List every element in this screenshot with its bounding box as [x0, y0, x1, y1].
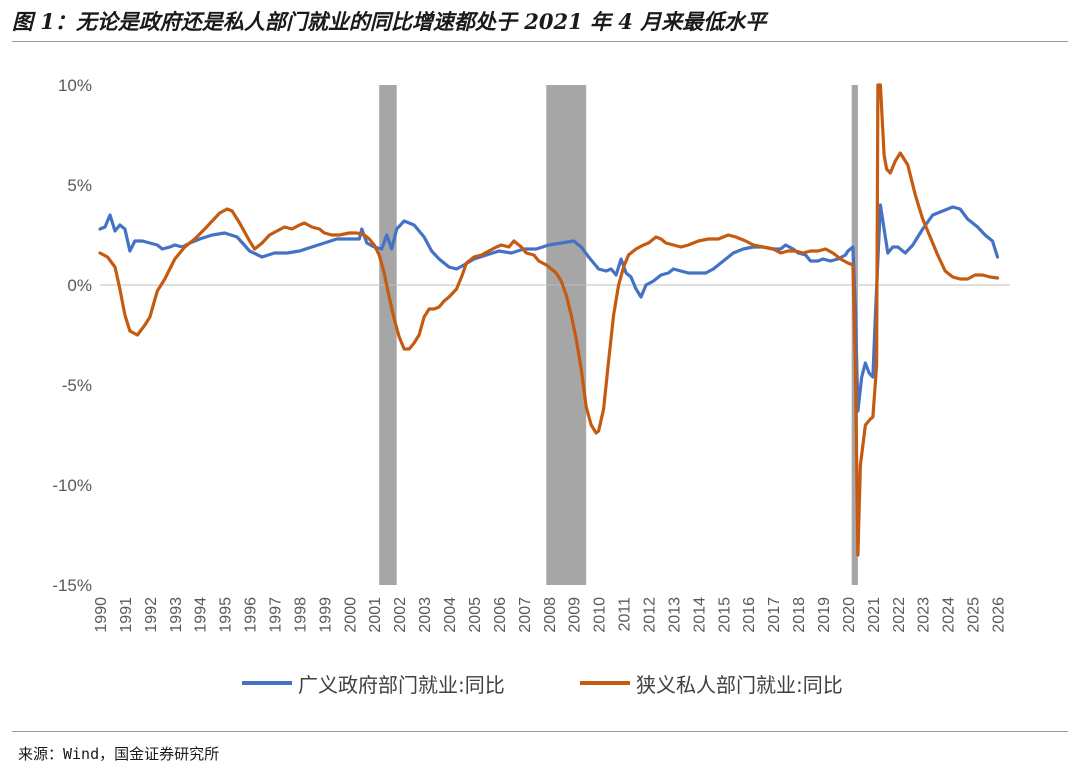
- x-tick-label: 2005: [467, 597, 484, 633]
- x-tick-label: 2015: [716, 597, 733, 633]
- source-note: 来源：Wind，国金证券研究所: [18, 745, 220, 763]
- recession-band-1: [546, 85, 587, 585]
- x-tick-label: 2011: [617, 597, 634, 632]
- x-tick-label: 1993: [168, 597, 185, 633]
- series-line-0: [98, 203, 1000, 413]
- x-tick-label: 1995: [218, 597, 235, 633]
- figure-title: 图 1：无论是政府还是私人部门就业的同比增速都处于 2021 年 4 月来最低水…: [12, 9, 767, 34]
- x-tick-label: 1994: [193, 597, 210, 633]
- legend-label-government: 广义政府部门就业:同比: [298, 672, 505, 697]
- x-tick-label: 2024: [941, 597, 958, 633]
- x-tick-label: 2022: [891, 597, 908, 633]
- x-tick-label: 2019: [816, 597, 833, 633]
- legend-label-private: 狭义私人部门就业:同比: [636, 672, 843, 697]
- x-tick-label: 1997: [268, 597, 285, 633]
- x-tick-label: 2000: [342, 597, 359, 633]
- x-tick-label: 1990: [93, 597, 110, 633]
- x-tick-label: 2012: [641, 597, 658, 633]
- y-tick-label: 0%: [67, 276, 92, 295]
- legend-item-private: 狭义私人部门就业:同比: [580, 666, 843, 700]
- x-tick-label: 2001: [367, 597, 384, 633]
- y-tick-label: 10%: [58, 76, 92, 95]
- x-tick-label: 2002: [392, 597, 409, 633]
- x-tick-label: 2020: [841, 597, 858, 633]
- y-axis: 10% 5% 0% -5% -10% -15%: [52, 76, 92, 595]
- x-tick-label: 1992: [143, 597, 160, 633]
- x-tick-label: 2018: [791, 597, 808, 633]
- x-tick-label: 2013: [666, 597, 683, 633]
- top-rule: [12, 41, 1068, 42]
- y-tick-label: -5%: [62, 376, 92, 395]
- x-tick-label: 1996: [243, 597, 260, 633]
- x-tick-label: 2026: [991, 597, 1008, 633]
- x-tick-label: 1991: [118, 597, 135, 633]
- x-tick-label: 1999: [317, 597, 334, 633]
- series-group: [98, 83, 1000, 557]
- x-tick-label: 2003: [417, 597, 434, 633]
- recession-bands: [379, 85, 858, 585]
- x-tick-label: 2004: [442, 597, 459, 633]
- x-axis: 1990 1991 1992 1993 1994 1995 1996 1997 1998 1999…: [93, 597, 1008, 633]
- y-tick-label: -10%: [52, 476, 92, 495]
- bottom-rule: [12, 731, 1068, 732]
- x-tick-label: 2023: [916, 597, 933, 633]
- x-tick-label: 2006: [492, 597, 509, 633]
- legend: 广义政府部门就业:同比 狭义私人部门就业:同比: [0, 666, 1080, 700]
- x-tick-label: 2007: [517, 597, 534, 633]
- x-tick-label: 2010: [592, 597, 609, 633]
- x-tick-label: 2014: [691, 597, 708, 633]
- legend-swatch-government: [242, 681, 292, 685]
- x-tick-label: 2017: [766, 597, 783, 633]
- series-line-1: [98, 83, 1000, 557]
- x-tick-label: 2008: [542, 597, 559, 633]
- legend-item-government: 广义政府部门就业:同比: [242, 666, 505, 700]
- x-tick-label: 2009: [567, 597, 584, 633]
- x-tick-label: 2025: [966, 597, 983, 633]
- legend-swatch-private: [580, 681, 630, 685]
- line-chart: 10%5%0%-5%-10%-15% 1990 1991 1992 1993 1994 1…: [52, 76, 1010, 633]
- x-tick-label: 2021: [866, 597, 883, 633]
- y-tick-label: -15%: [52, 576, 92, 595]
- x-tick-label: 1998: [292, 597, 309, 633]
- y-tick-label: 5%: [67, 176, 92, 195]
- recession-band-0: [379, 85, 397, 585]
- x-tick-label: 2016: [741, 597, 758, 633]
